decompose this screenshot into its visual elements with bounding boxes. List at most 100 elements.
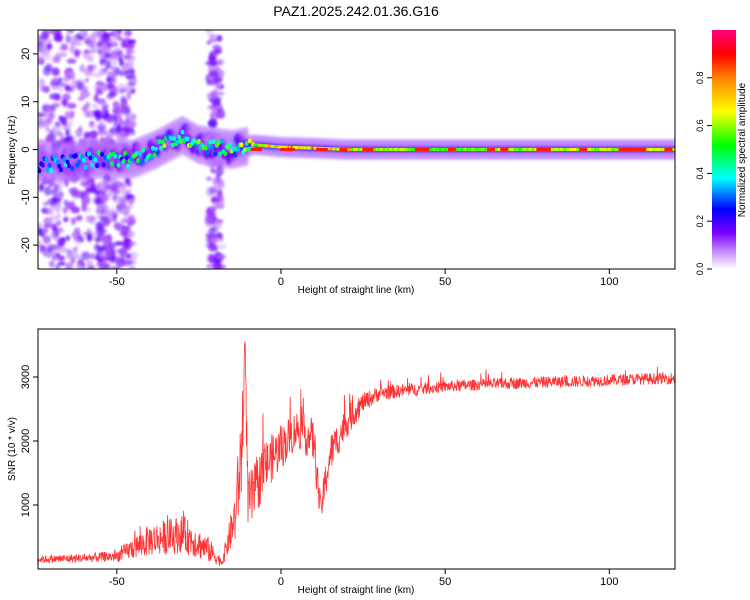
- spectrogram-noise-blob: [107, 37, 117, 44]
- spectrogram-noise-blob: [48, 112, 55, 120]
- spectrogram-noise-blob: [68, 121, 73, 126]
- spectrogram-noise-blob: [51, 124, 62, 132]
- colorbar-tick-label: 0.6: [695, 119, 705, 132]
- spectrogram-noise-blob: [125, 108, 130, 115]
- spectrogram-noise-blob: [83, 231, 92, 236]
- spectrogram-noise-blob: [73, 246, 78, 252]
- spectrogram-ridge-core: [233, 152, 237, 158]
- spectrogram-hot-spot: [500, 148, 509, 151]
- spectrogram-noise-blob: [84, 67, 94, 77]
- spectrogram-ridge-core: [177, 134, 182, 140]
- spectrogram-hot-spot: [618, 148, 627, 151]
- colorbar-tick-label: 0.8: [695, 72, 705, 85]
- spectrogram-noise-blob: [70, 79, 80, 89]
- spectrogram-noise-blob: [101, 193, 109, 203]
- spectrogram-hot-spot: [542, 148, 551, 151]
- spectrogram-noise-blob: [103, 234, 113, 242]
- spectrogram-noise-blob: [42, 85, 50, 93]
- spectrogram-ridge-core: [45, 167, 50, 173]
- spectrogram-noise-blob: [210, 104, 218, 113]
- spectrogram-noise-blob: [53, 54, 60, 64]
- spectrogram-noise-blob: [46, 43, 53, 50]
- spectrogram-noise-blob: [89, 130, 99, 138]
- spectrogram-noise-blob: [80, 89, 90, 99]
- spectrogram-noise-blob: [208, 62, 213, 73]
- spectrogram-noise-blob: [128, 118, 137, 128]
- spectrogram-noise-blob: [106, 83, 114, 90]
- spectrogram-ridge-core: [223, 151, 228, 157]
- spectrogram-ridge-core: [49, 168, 54, 173]
- spectrogram-noise-blob: [99, 30, 105, 34]
- spectrogram-noise-blob: [59, 51, 68, 58]
- spectrogram-noise-blob: [82, 104, 88, 112]
- spectrogram-noise-blob: [208, 33, 217, 39]
- spectrogram-ridge-core: [159, 145, 164, 151]
- spectrogram-ridge-core: [185, 136, 190, 142]
- spectrogram-noise-blob: [125, 71, 135, 79]
- spectrogram-noise-blob: [47, 198, 57, 205]
- spectrogram-noise-blob: [125, 177, 130, 184]
- spectrogram-noise-blob: [73, 227, 81, 234]
- spectrogram-noise-blob: [43, 223, 53, 229]
- spectrogram-noise-blob: [62, 76, 69, 81]
- spectrogram-noise-blob: [66, 235, 71, 242]
- spectrogram-ridge-core: [231, 146, 236, 152]
- snr-y-tick-label: 3000: [20, 365, 32, 389]
- spectrogram-ridge-core: [95, 163, 100, 169]
- spectrogram-noise-blob: [119, 127, 129, 132]
- spectrogram-noise-blob: [211, 204, 220, 209]
- spectrogram-ridge-core: [169, 135, 173, 141]
- spectrogram-noise-blob: [45, 30, 53, 34]
- spectrogram-noise-blob: [62, 98, 68, 108]
- spectrogram-noise-blob: [38, 112, 45, 118]
- chart-title: PAZ1.2025.242.01.36.G16: [273, 3, 439, 19]
- spectrogram-y-tick-label: 20: [20, 48, 32, 60]
- spectrogram-noise-blob: [58, 77, 63, 82]
- spectrogram-ridge-core: [40, 162, 45, 168]
- spectrogram-noise-blob: [57, 261, 66, 266]
- spectrogram-noise-blob: [116, 257, 122, 267]
- spectrogram-noise-blob: [107, 71, 115, 80]
- spectrogram-noise-blob: [92, 47, 103, 52]
- spectrogram-noise-blob: [126, 260, 134, 265]
- spectrogram-noise-blob: [104, 254, 111, 261]
- spectrogram-ridge-core: [244, 141, 249, 146]
- spectrogram-noise-blob: [216, 181, 225, 190]
- snr-panel: -50 0 50 100 1000 2000 3000 Height of straigh…: [7, 328, 676, 596]
- spectrogram-noise-blob: [80, 251, 90, 257]
- spectrogram-ridge-core: [59, 167, 63, 173]
- spectrogram-ridge-core: [116, 162, 121, 168]
- spectrogram-ridge-core: [113, 153, 118, 159]
- spectrogram-noise-blob: [63, 217, 69, 223]
- spectrogram-noise-blob: [113, 187, 120, 196]
- spectrogram-noise-blob: [206, 91, 217, 100]
- spectrogram-noise-blob: [100, 43, 108, 53]
- spectrogram-noise-blob: [125, 64, 134, 72]
- spectrogram-noise-blob: [103, 243, 112, 252]
- spectrogram-ridge-core: [62, 156, 67, 162]
- spectrogram-ridge-core: [155, 149, 160, 155]
- spectrogram-noise-blob: [206, 207, 212, 215]
- spectrogram-ridge-core: [157, 139, 162, 145]
- spectrogram-noise-blob: [69, 112, 74, 122]
- spectrogram-ridge-core: [213, 151, 218, 157]
- spectrogram-noise-blob: [91, 64, 98, 70]
- spectrogram-ridge-core: [93, 157, 98, 163]
- spectrogram-noise-blob: [44, 186, 52, 196]
- spectrogram-noise-blob: [49, 215, 57, 221]
- spectrogram-hot-spot: [365, 148, 374, 151]
- spectrogram-noise-blob: [106, 118, 114, 123]
- spectrogram-noise-blob: [129, 128, 135, 134]
- spectrogram-ridge-core: [239, 142, 244, 148]
- spectrogram-ridge-core: [218, 151, 223, 157]
- spectrogram-noise-blob: [66, 58, 77, 64]
- spectrogram-noise-blob: [75, 264, 84, 269]
- spectrogram-noise-blob: [102, 106, 108, 114]
- spectrogram-noise-blob: [51, 77, 59, 83]
- spectrogram-noise-blob: [101, 32, 111, 43]
- spectrogram-noise-blob: [50, 222, 59, 229]
- spectrogram-noise-blob: [53, 183, 59, 192]
- spectrogram-noise-blob: [123, 205, 130, 216]
- spectrogram-noise-blob: [98, 127, 107, 137]
